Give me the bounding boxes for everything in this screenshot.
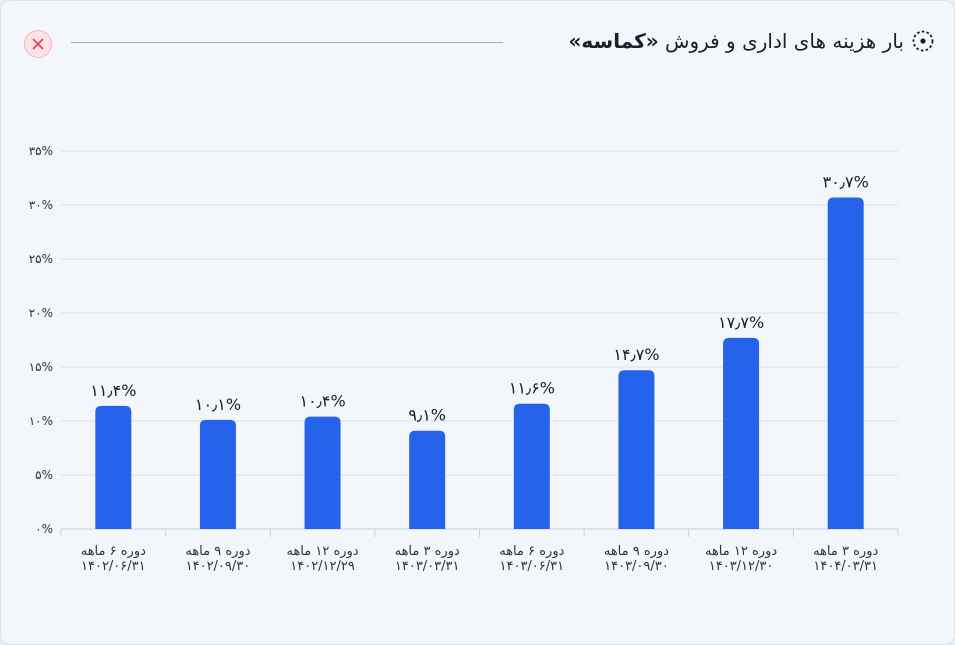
bar[interactable]: [304, 416, 341, 529]
title-divider: [71, 42, 503, 43]
bar[interactable]: [723, 337, 760, 529]
bar-layer: [95, 197, 864, 529]
bar[interactable]: [409, 430, 446, 529]
bar[interactable]: [95, 405, 132, 529]
grid-layer: [60, 150, 899, 537]
y-tick-label: ۳۰%: [29, 198, 53, 212]
dotted-circle-icon: [912, 30, 934, 52]
x-category-label: دوره ۶ ماهه: [81, 544, 146, 559]
bar-value-label: ۱۰٫۱%: [195, 395, 241, 414]
x-category-label: دوره ۱۲ ماهه: [705, 544, 777, 559]
bar[interactable]: [199, 419, 236, 529]
x-category-date: ۱۴۰۳/۱۲/۳۰: [709, 559, 774, 574]
x-category-date: ۱۴۰۳/۰۳/۳۱: [395, 559, 460, 574]
x-category-date: ۱۴۰۲/۱۲/۲۹: [290, 559, 355, 574]
title-wrap: بار هزینه های اداری و فروش «کماسه»: [568, 29, 934, 53]
x-category-label: دوره ۳ ماهه: [395, 544, 460, 559]
bar-value-label: ۳۰٫۷%: [823, 172, 869, 191]
y-tick-label: ۲۵%: [29, 252, 53, 266]
bar-value-label: ۱۴٫۷%: [613, 345, 659, 364]
bar[interactable]: [618, 370, 655, 529]
chart-title: بار هزینه های اداری و فروش «کماسه»: [568, 29, 904, 53]
y-tick-label: ۱۵%: [29, 360, 53, 374]
label-layer: ۰%۵%۱۰%۱۵%۲۰%۲۵%۳۰%۳۵%۱۱٫۴%دوره ۶ ماهه۱۴…: [29, 144, 879, 574]
bar-value-label: ۹٫۱%: [408, 406, 446, 425]
x-category-label: دوره ۹ ماهه: [185, 544, 250, 559]
y-tick-label: ۰%: [35, 522, 53, 536]
y-tick-label: ۲۰%: [29, 306, 53, 320]
bar-value-label: ۱۱٫۴%: [90, 381, 136, 400]
x-category-label: دوره ۶ ماهه: [499, 544, 564, 559]
close-icon: [32, 38, 44, 50]
x-category-label: دوره ۱۲ ماهه: [286, 544, 358, 559]
x-category-label: دوره ۹ ماهه: [604, 544, 669, 559]
close-button[interactable]: [24, 30, 52, 58]
x-category-date: ۱۴۰۲/۰۹/۳۰: [186, 559, 251, 574]
x-category-label: دوره ۳ ماهه: [813, 544, 878, 559]
bar-value-label: ۱۰٫۴%: [299, 392, 345, 411]
x-category-date: ۱۴۰۳/۰۹/۳۰: [604, 559, 669, 574]
y-tick-label: ۳۵%: [29, 144, 53, 158]
x-category-date: ۱۴۰۳/۰۶/۳۱: [500, 559, 565, 574]
chart-header: بار هزینه های اداری و فروش «کماسه»: [1, 23, 955, 63]
bar-value-label: ۱۱٫۶%: [509, 379, 555, 398]
x-category-date: ۱۴۰۴/۰۳/۳۱: [813, 559, 878, 574]
bar[interactable]: [827, 197, 864, 529]
x-category-date: ۱۴۰۲/۰۶/۳۱: [81, 559, 146, 574]
y-tick-label: ۵%: [35, 468, 53, 482]
bar[interactable]: [513, 403, 550, 529]
bar-value-label: ۱۷٫۷%: [718, 313, 764, 332]
y-tick-label: ۱۰%: [29, 414, 53, 428]
